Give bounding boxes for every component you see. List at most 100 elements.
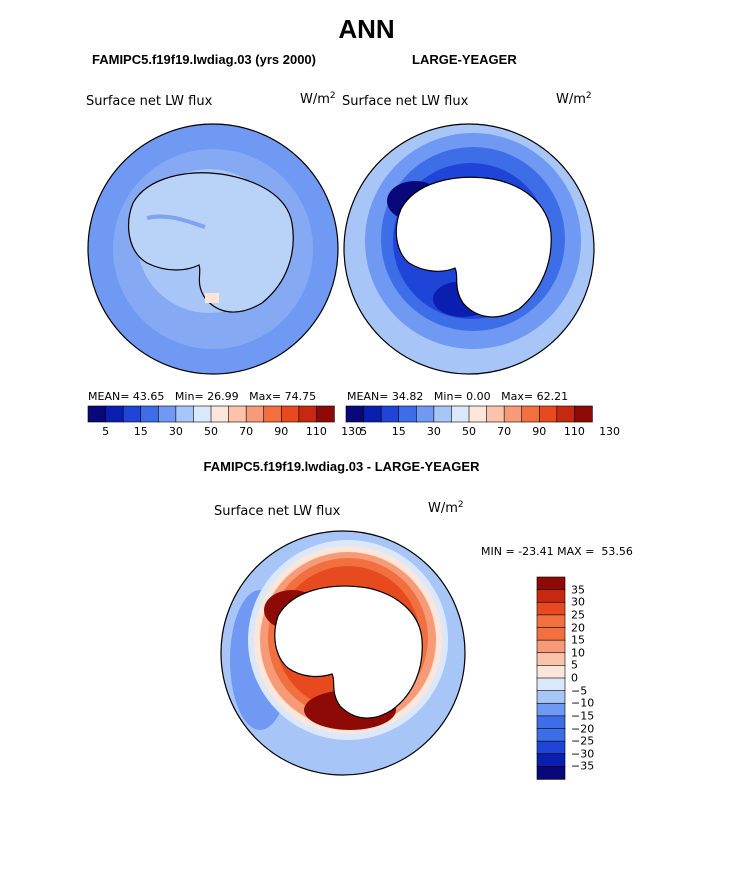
right-colorbar-cell xyxy=(380,405,400,423)
left-max-label: Max= xyxy=(249,390,282,403)
right-colorbar-cell xyxy=(574,405,593,423)
left-panel-subtitle: FAMIPC5.f19f19.lwdiag.03 (yrs 2000) xyxy=(92,52,316,67)
right-min-label: Min= xyxy=(433,390,463,403)
diff-colorbar-tick-label: 15 xyxy=(571,633,585,647)
left-map-antarctica xyxy=(128,172,294,313)
diff-colorbar-tick-label: −15 xyxy=(571,709,595,723)
left-colorbar-tick-label: 15 xyxy=(133,425,148,438)
left-panel-units: W/m2 xyxy=(300,91,336,107)
left-panel-stats: MEAN= 43.65 Min= 26.99 Max= 74.75 xyxy=(88,390,316,403)
diff-colorbar-cell xyxy=(536,740,566,755)
right-colorbar-ticks: 5 15 30 50 70 90 110 130 xyxy=(346,425,620,439)
left-colorbar-cell xyxy=(228,405,247,423)
right-colorbar-cell xyxy=(433,405,453,423)
diff-colorbar-tick-label: −20 xyxy=(571,722,595,735)
right-map-antarctica xyxy=(395,176,552,318)
left-colorbar-tick-label: 30 xyxy=(168,425,183,438)
left-colorbar-tick-label: 130 xyxy=(341,425,363,438)
diff-colorbar-tick-label: −10 xyxy=(571,696,595,710)
left-min-value: 26.99 xyxy=(207,390,239,403)
left-colorbar-cell xyxy=(87,405,107,423)
diff-map-antarctica xyxy=(274,585,423,719)
left-mean-label: MEAN= xyxy=(88,390,130,403)
diff-colorbar-cell xyxy=(536,690,566,704)
diff-colorbar xyxy=(536,576,566,780)
diff-colorbar-cell xyxy=(536,627,566,641)
left-colorbar-cell xyxy=(316,405,335,423)
left-colorbar-cell xyxy=(280,405,300,423)
right-mean-value: 34.82 xyxy=(391,390,424,403)
right-colorbar-tick-label: 15 xyxy=(391,425,406,438)
left-mean-value: 43.65 xyxy=(132,390,165,403)
left-max-value: 74.75 xyxy=(284,390,317,403)
right-panel-stats: MEAN= 34.82 Min= 0.00 Max= 62.21 xyxy=(347,390,568,403)
right-min-value: 0.00 xyxy=(466,390,491,403)
right-colorbar-cell xyxy=(415,405,435,423)
left-colorbar-tick-label: 90 xyxy=(274,425,289,438)
left-colorbar-cell xyxy=(245,405,265,423)
right-panel-subtitle: LARGE-YEAGER xyxy=(412,52,517,67)
right-colorbar-cell xyxy=(363,405,382,423)
right-colorbar-tick-label: 5 xyxy=(360,425,368,438)
diff-panel-subtitle: FAMIPC5.f19f19.lwdiag.03 - LARGE-YEAGER xyxy=(203,459,480,474)
diff-colorbar-cell xyxy=(536,715,566,730)
diff-panel-minmax: MIN = -23.41 MAX = 53.56 xyxy=(481,545,633,558)
diff-panel-units: W/m2 xyxy=(428,500,464,516)
right-colorbar-tick-label: 70 xyxy=(497,425,512,438)
left-colorbar-cell xyxy=(193,405,212,423)
left-colorbar-tick-label: 50 xyxy=(204,425,218,438)
diff-colorbar-cell xyxy=(536,728,566,742)
diff-panel-title: Surface net LW flux xyxy=(214,504,341,519)
left-min-label: Min= xyxy=(174,390,204,403)
right-max-label: Max= xyxy=(501,390,534,403)
left-colorbar-cell xyxy=(140,405,159,423)
diff-map-border xyxy=(220,530,466,776)
page-title: ANN xyxy=(338,14,395,44)
left-colorbar-tick-label: 110 xyxy=(305,425,327,438)
right-colorbar-cell xyxy=(503,405,523,423)
right-mean-label: MEAN= xyxy=(347,390,389,403)
right-colorbar-cell xyxy=(451,405,470,423)
left-colorbar-cell xyxy=(122,405,142,423)
left-colorbar-cell xyxy=(157,405,177,423)
diff-colorbar-tick-label: 30 xyxy=(571,595,585,609)
left-colorbar-cell xyxy=(175,405,195,423)
right-colorbar-cell xyxy=(468,405,488,423)
diff-colorbar-cell xyxy=(536,589,566,603)
right-colorbar-cell xyxy=(486,405,505,423)
right-colorbar-tick-label: 110 xyxy=(563,425,585,438)
left-map-border xyxy=(87,123,339,375)
diff-polar-map xyxy=(220,530,466,776)
right-map-border xyxy=(343,123,595,375)
left-polar-map xyxy=(87,123,339,375)
diff-colorbar-tick-label: −30 xyxy=(571,747,595,761)
diff-colorbar-cell xyxy=(536,614,566,629)
left-colorbar-cell xyxy=(298,405,318,423)
diff-colorbar-tick-label: −25 xyxy=(571,734,595,748)
left-colorbar-ticks: 5 15 30 50 70 90 110 130 xyxy=(88,425,362,439)
diff-colorbar-tick-label: 10 xyxy=(571,646,585,660)
diff-colorbar-cell xyxy=(536,677,566,692)
diff-colorbar-ticks: 35 30 25 20 15 10 5 0 −5 −10 −15 −20 −25 −30 −35 xyxy=(571,577,611,779)
diff-colorbar-tick-label: 25 xyxy=(571,608,585,622)
diff-colorbar-cell xyxy=(536,576,566,591)
right-colorbar-cell xyxy=(538,405,558,423)
diff-colorbar-cell xyxy=(536,665,566,679)
right-colorbar-cell xyxy=(345,405,365,423)
right-panel-units: W/m2 xyxy=(556,91,592,107)
diff-colorbar-tick-label: 0 xyxy=(571,671,578,685)
right-colorbar-tick-label: 30 xyxy=(426,425,441,438)
diff-colorbar-cell xyxy=(536,601,566,616)
diff-colorbar-cell xyxy=(536,702,566,717)
right-panel-title: Surface net LW flux xyxy=(342,94,469,109)
left-map-warm-patch xyxy=(205,293,219,303)
left-colorbar-cell xyxy=(210,405,230,423)
diff-colorbar-tick-label: 35 xyxy=(571,583,585,597)
diff-colorbar-cell xyxy=(536,766,566,780)
right-colorbar xyxy=(345,405,593,423)
right-colorbar-cell xyxy=(398,405,417,423)
right-max-value: 62.21 xyxy=(536,390,569,403)
left-panel-title: Surface net LW flux xyxy=(86,94,213,109)
left-colorbar-cell xyxy=(263,405,282,423)
right-colorbar-tick-label: 90 xyxy=(532,425,547,438)
